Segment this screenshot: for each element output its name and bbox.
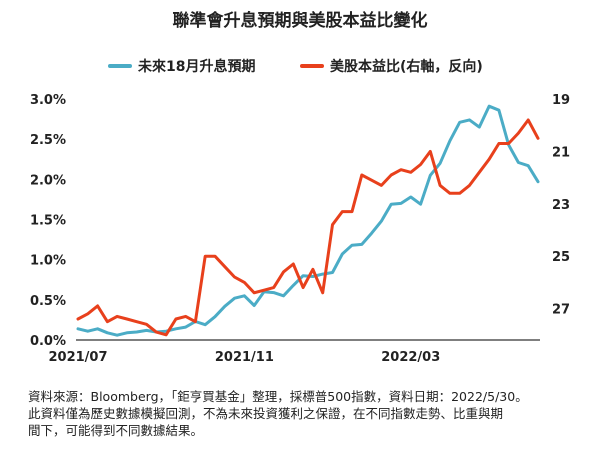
legend-label-pe-ratio: 美股本益比(右軸，反向) bbox=[330, 59, 483, 75]
footnote-line: 資料來源：Bloomberg，「鉅亨買基金」整理，採標普500指數，資料日期：2… bbox=[28, 389, 528, 404]
left-tick-label: 0.0% bbox=[30, 334, 66, 349]
series-group bbox=[76, 104, 540, 337]
series-line-pe-ratio bbox=[76, 118, 540, 337]
x-axis-ticks: 2021/07 2021/11 2022/03 bbox=[48, 350, 440, 365]
right-tick-label: 27 bbox=[552, 303, 570, 318]
series-line-rate-expectation bbox=[76, 104, 540, 337]
right-tick-label: 23 bbox=[552, 198, 570, 213]
left-tick-label: 1.0% bbox=[30, 254, 66, 269]
x-tick-label: 2021/07 bbox=[48, 350, 107, 365]
legend-item-rate-expectation: 未來18月升息預期 bbox=[108, 56, 255, 76]
footnote-line: 間下，可能得到不同數據結果。 bbox=[28, 423, 204, 438]
left-axis-ticks: 0.0% 0.5% 1.0% 1.5% 2.0% 2.5% 3.0% bbox=[30, 93, 66, 349]
legend-item-pe-ratio: 美股本益比(右軸，反向) bbox=[300, 56, 483, 76]
left-tick-label: 0.5% bbox=[30, 294, 66, 309]
legend: 未來18月升息預期 美股本益比(右軸，反向) bbox=[0, 56, 600, 78]
left-tick-label: 2.0% bbox=[30, 173, 66, 188]
right-tick-label: 19 bbox=[552, 93, 570, 108]
footnote-line: 此資料僅為歷史數據模擬回測，不為未來投資獲利之保證，在不同指數走勢、比重與期 bbox=[28, 406, 504, 421]
x-tick-label: 2022/03 bbox=[381, 350, 440, 365]
right-axis-ticks: 19 21 23 25 27 bbox=[552, 93, 570, 318]
legend-swatch-rate-expectation bbox=[108, 64, 132, 68]
left-tick-label: 3.0% bbox=[30, 93, 66, 108]
left-tick-label: 1.5% bbox=[30, 214, 66, 229]
chart-title: 聯準會升息預期與美股本益比變化 bbox=[172, 11, 428, 31]
footnote: 資料來源：Bloomberg，「鉅亨買基金」整理，採標普500指數，資料日期：2… bbox=[28, 388, 588, 439]
legend-swatch-pe-ratio bbox=[300, 64, 324, 68]
left-tick-label: 2.5% bbox=[30, 133, 66, 148]
legend-label-rate-expectation: 未來18月升息預期 bbox=[138, 59, 256, 75]
right-tick-label: 21 bbox=[552, 145, 570, 160]
x-tick-label: 2021/11 bbox=[215, 350, 274, 365]
right-tick-label: 25 bbox=[552, 250, 570, 265]
